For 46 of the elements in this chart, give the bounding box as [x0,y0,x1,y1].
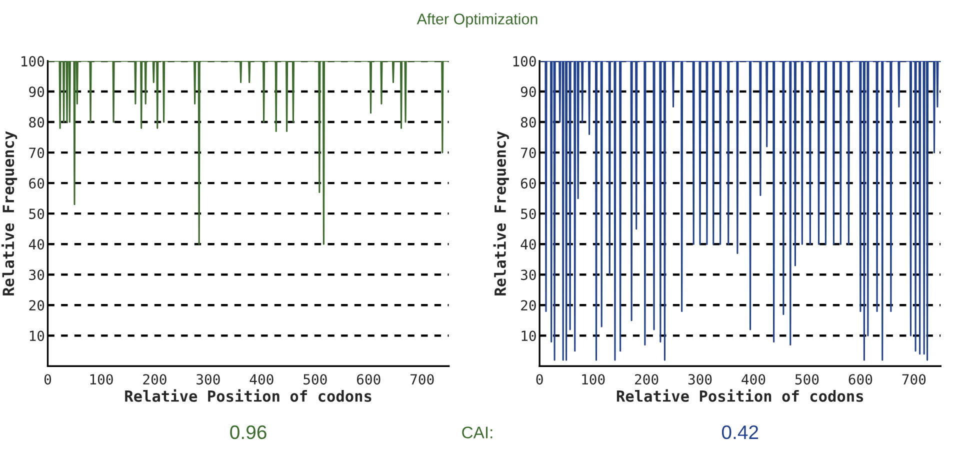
x-axis-title: Relative Position of codons [616,389,864,402]
y-tick-label: 20 [29,300,44,311]
x-tick-label: 700 [410,374,434,385]
x-tick-label: 600 [356,374,380,385]
x-tick-label: 500 [795,374,819,385]
x-tick-label: 500 [304,374,327,385]
line-series [48,61,449,245]
y-tick-label: 80 [29,117,44,128]
x-tick-label: 400 [742,374,766,385]
text: 0.96 [230,425,266,440]
x-tick-label: 200 [635,374,658,385]
y-tick-label: 80 [520,117,536,128]
y-axis-title: Relative Frequency [493,131,509,296]
text: CAI: [462,426,492,438]
x-tick-label: 100 [90,374,113,385]
y-tick-label: 90 [29,86,44,98]
chart-title: After Optimization [416,13,538,28]
y-tick-label: 30 [29,270,44,280]
y-tick-label: 90 [520,86,536,98]
x-tick-label: 0 [536,374,543,385]
y-tick-label: 40 [28,239,44,250]
y-tick-label: 20 [521,300,536,311]
y-tick-label: 10 [522,330,536,342]
x-tick-label: 300 [196,374,220,385]
y-tick-label: 50 [29,208,44,220]
text: 0.42 [722,425,758,440]
y-axis-title: Relative Frequency [2,131,18,296]
y-tick-label: 40 [520,239,536,250]
y-tick-label: 100 [513,56,536,67]
y-tick-label: 10 [30,330,44,342]
y-tick-label: 50 [521,208,536,220]
x-tick-label: 200 [143,374,166,385]
x-tick-label: 100 [582,374,605,385]
x-tick-label: 700 [902,374,926,385]
y-tick-label: 70 [29,148,44,158]
y-tick-label: 70 [521,148,536,158]
x-axis-title: Relative Position of codons [125,389,372,402]
y-tick-label: 60 [29,178,44,189]
x-tick-label: 400 [250,374,274,385]
y-tick-label: 60 [520,178,536,189]
x-tick-label: 0 [44,374,52,385]
x-tick-label: 600 [848,374,872,385]
line-series [540,61,941,361]
y-tick-label: 30 [521,270,536,280]
x-tick-label: 300 [688,374,712,385]
y-tick-label: 100 [22,56,44,67]
